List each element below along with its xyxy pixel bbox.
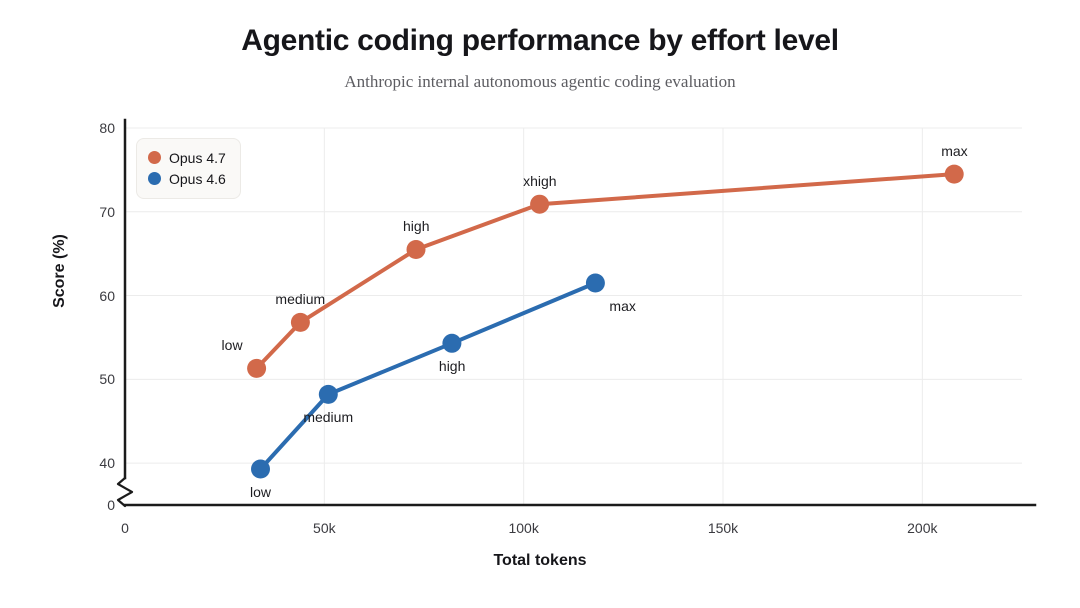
- point-label-opus-4-7-high: high: [403, 218, 430, 235]
- data-point-opus-4-6-medium[interactable]: [318, 384, 338, 404]
- y-tick-label: 60: [99, 287, 115, 304]
- point-label-opus-4-7-medium: medium: [275, 291, 326, 308]
- legend-item-label: Opus 4.6: [169, 170, 226, 187]
- point-label-opus-4-7-low: low: [221, 337, 243, 354]
- data-point-opus-4-7-medium[interactable]: [290, 312, 310, 332]
- x-tick-label: 150k: [707, 520, 739, 536]
- series-line-opus-4-7: [254, 172, 957, 371]
- data-point-opus-4-7-xhigh[interactable]: [530, 194, 550, 214]
- chart-subtitle: Anthropic internal autonomous agentic co…: [344, 72, 736, 91]
- data-point-opus-4-6-high[interactable]: [442, 333, 462, 353]
- data-point-opus-4-7-max[interactable]: [944, 164, 964, 184]
- point-label-opus-4-6-max: max: [609, 297, 636, 314]
- x-tick-label: 100k: [508, 520, 539, 536]
- chart-title: Agentic coding performance by effort lev…: [241, 24, 839, 57]
- legend-swatch-icon: [148, 151, 161, 164]
- axis-break-symbol: [116, 476, 134, 508]
- point-label-opus-4-7-xhigh: xhigh: [523, 173, 557, 190]
- y-tick-label-zero: 0: [107, 497, 115, 513]
- legend-item-opus-4-6[interactable]: Opus 4.6: [148, 168, 226, 189]
- x-tick-label: 50k: [313, 520, 336, 536]
- point-label-opus-4-6-high: high: [438, 358, 466, 375]
- legend-swatch-icon: [148, 172, 161, 185]
- point-label-opus-4-7-max: max: [941, 143, 968, 160]
- x-axis-label: Total tokens: [493, 552, 587, 569]
- data-point-opus-4-7-low[interactable]: [247, 358, 267, 378]
- y-tick-label: 70: [99, 203, 115, 220]
- point-label-opus-4-6-low: low: [250, 483, 272, 500]
- data-point-opus-4-6-max[interactable]: [585, 273, 605, 293]
- series-line-opus-4-6: [258, 281, 598, 471]
- x-tick-label: 0: [121, 520, 129, 536]
- y-tick-label: 80: [99, 120, 115, 136]
- y-tick-label: 50: [99, 371, 115, 388]
- legend-item-label: Opus 4.7: [169, 149, 226, 166]
- data-point-opus-4-7-high[interactable]: [406, 240, 426, 259]
- x-tick-label: 200k: [907, 520, 938, 536]
- legend-item-opus-4-7[interactable]: Opus 4.7: [148, 147, 226, 168]
- point-label-opus-4-6-medium: medium: [303, 409, 354, 426]
- legend[interactable]: Opus 4.7 Opus 4.6: [136, 138, 241, 199]
- y-tick-label: 40: [99, 455, 115, 472]
- data-point-opus-4-6-low[interactable]: [251, 459, 270, 479]
